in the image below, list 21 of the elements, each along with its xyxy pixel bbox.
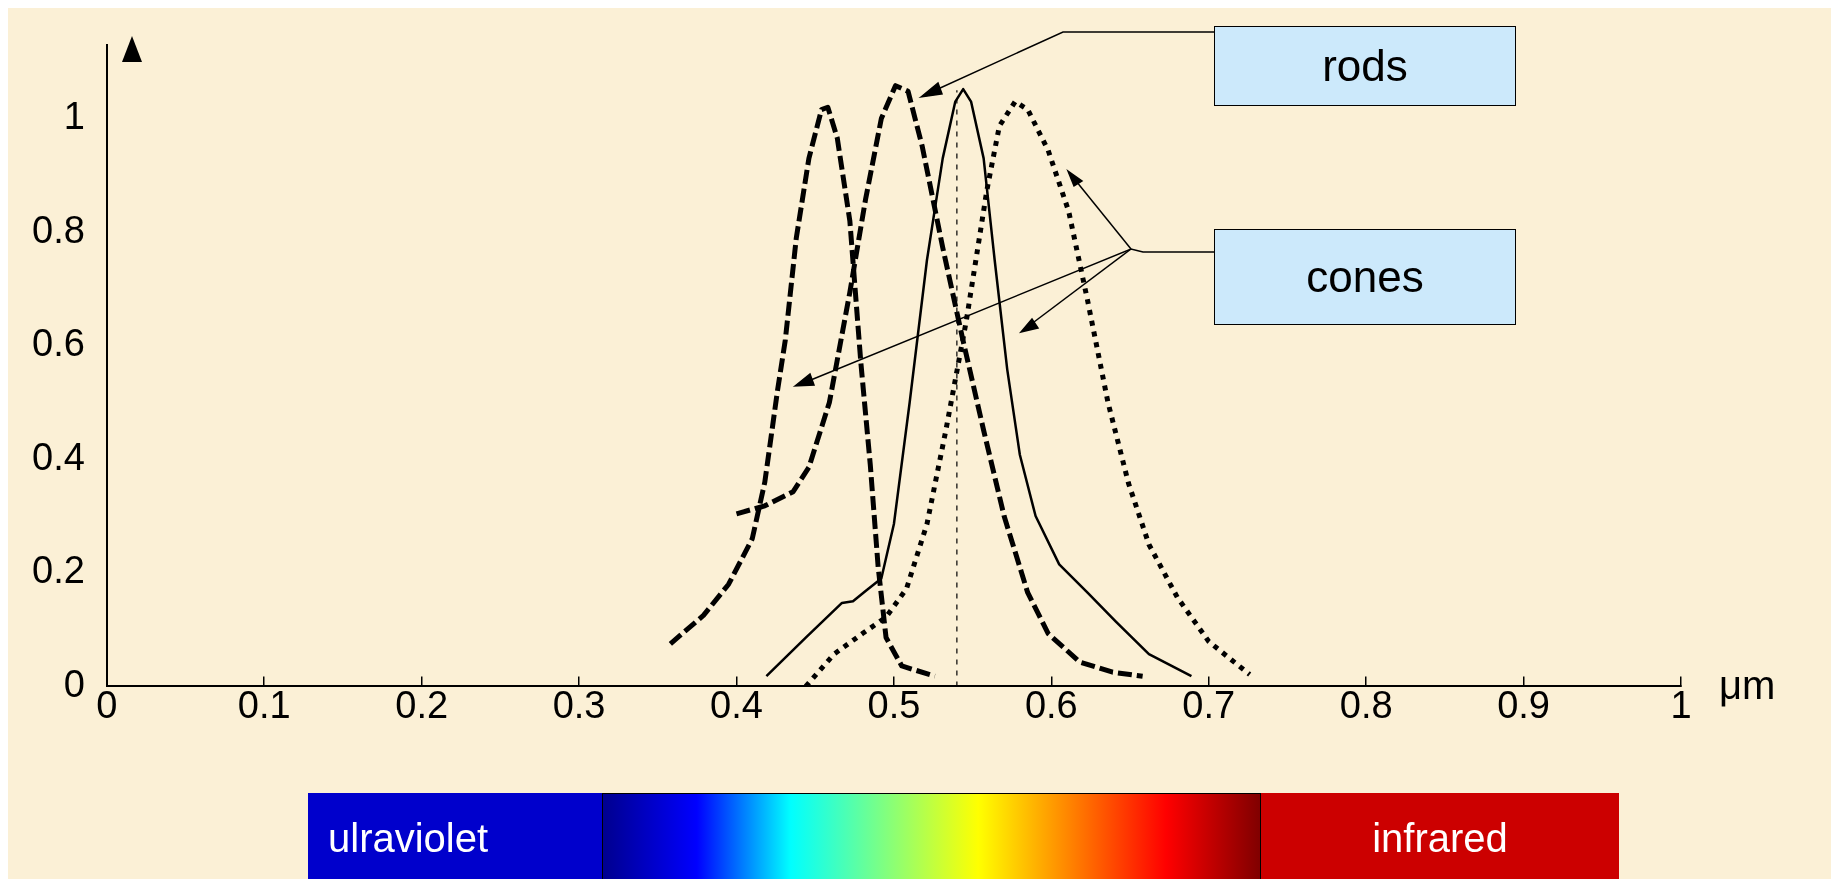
x-tick-label: 1 (1670, 683, 1692, 726)
x-tick-label: 0 (96, 683, 118, 726)
text: infrared (1261, 793, 1619, 879)
callout-box: cones (1214, 229, 1516, 325)
y-tick-label: 1 (63, 95, 85, 138)
y-tick-label: 0.6 (32, 322, 85, 365)
x-tick-label: 0.8 (1339, 683, 1393, 726)
x-tick-label: 0.4 (710, 683, 763, 726)
x-tick-label: 0.6 (1024, 683, 1078, 726)
y-tick-label: 0.4 (32, 435, 85, 478)
x-tick-label: 0.2 (395, 683, 449, 726)
x-tick-label: 0.9 (1497, 683, 1550, 726)
x-tick-label: 0.7 (1182, 683, 1236, 726)
y-tick-label: 0.8 (32, 208, 85, 251)
text: ulraviolet (308, 793, 602, 879)
x-tick-label: 0.1 (237, 683, 291, 726)
callout-box: rods (1214, 26, 1516, 106)
x-tick-label: 0.3 (552, 683, 606, 726)
x-tick-label: 0.5 (867, 683, 921, 726)
x-axis-title: μm (1719, 663, 1776, 708)
y-tick-label: 0.2 (32, 549, 85, 592)
